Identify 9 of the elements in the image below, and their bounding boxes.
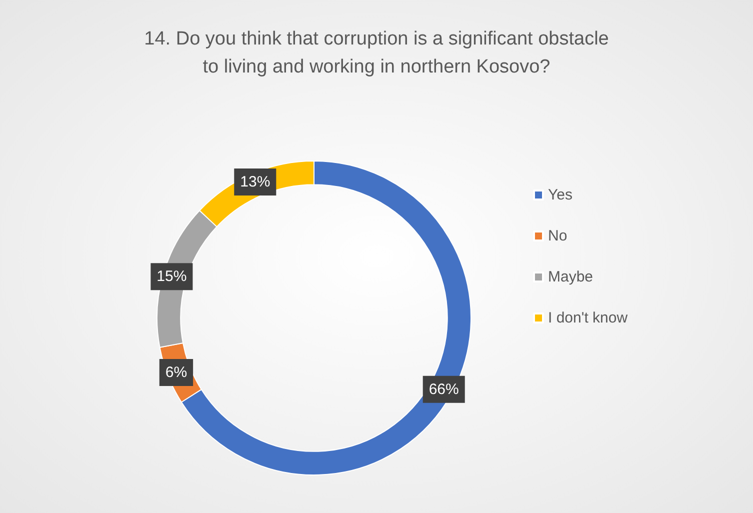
legend-label: Yes xyxy=(548,186,572,204)
data-label: 6% xyxy=(165,364,188,382)
legend-label: I don't know xyxy=(548,310,628,326)
data-label: 15% xyxy=(156,268,187,286)
chart-title: 14. Do you think that corruption is a significant obstacle to living and working in northern Kosovo? xyxy=(144,28,609,78)
legend-label: No xyxy=(548,228,568,244)
data-label: 66% xyxy=(428,380,459,398)
data-label: 13% xyxy=(240,174,270,190)
legend-label: Maybe xyxy=(548,268,594,286)
